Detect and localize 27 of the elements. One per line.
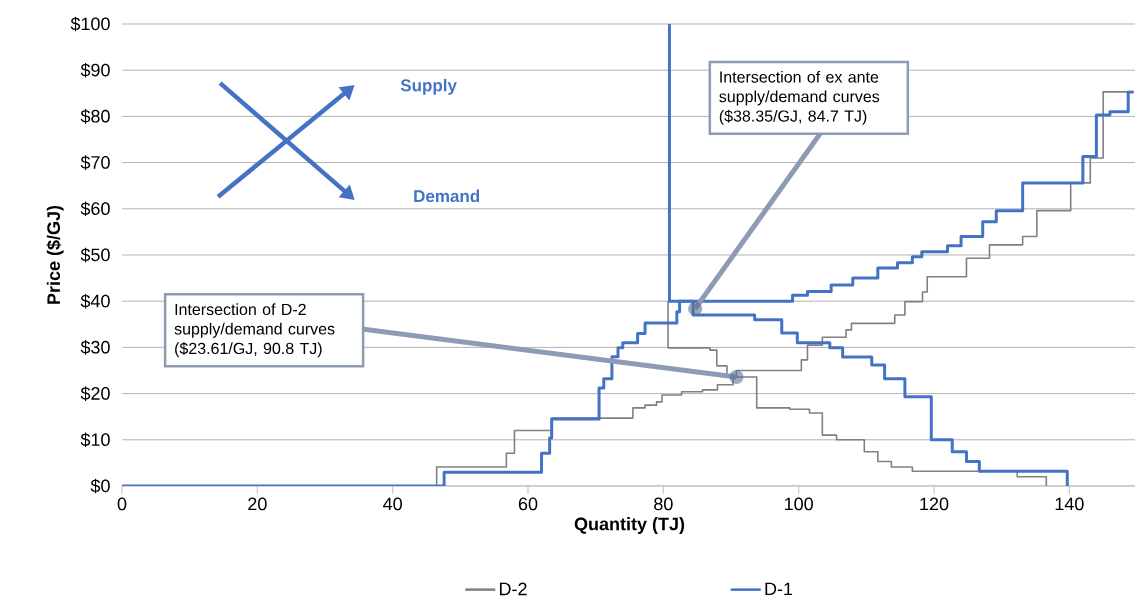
annotation: Intersection of D-2 supply/demand curves ($23.61/GJ, 90.8 TJ): [174, 303, 335, 358]
y-tick-label: $60: [80, 201, 110, 217]
y-tick-label: $10: [80, 432, 110, 448]
y-tick-label: $70: [80, 155, 110, 170]
x-tick-label: 100: [785, 497, 813, 511]
annotation: Intersection of ex ante supply/demand curves ($38.35/GJ, 84.7 TJ): [719, 70, 880, 125]
x-tick-label: 0: [117, 497, 127, 511]
legend-label: D-1: [765, 582, 793, 596]
x-tick-label: 140: [1055, 497, 1084, 511]
y-tick-label: $0: [90, 478, 110, 494]
y-tick-label: $40: [80, 293, 110, 309]
y-axis-title: Price ($/GJ): [46, 205, 64, 304]
x-tick-label: 120: [920, 497, 949, 511]
x-tick-label: 20: [248, 497, 267, 511]
y-tick-label: $50: [80, 247, 110, 263]
x-tick-label: 80: [654, 497, 673, 511]
x-tick-label: 40: [383, 497, 402, 511]
y-tick-label: $100: [70, 16, 110, 32]
annotation: Supply: [400, 78, 457, 95]
x-axis-title: Quantity (TJ): [574, 517, 685, 534]
y-tick-label: $30: [80, 340, 110, 355]
x-tick-label: 60: [518, 497, 538, 511]
annotation: Demand: [414, 189, 480, 203]
y-tick-label: $90: [80, 62, 110, 78]
y-tick-label: $80: [80, 109, 110, 124]
y-tick-label: $20: [80, 386, 110, 401]
legend-label: D-2: [499, 582, 527, 596]
